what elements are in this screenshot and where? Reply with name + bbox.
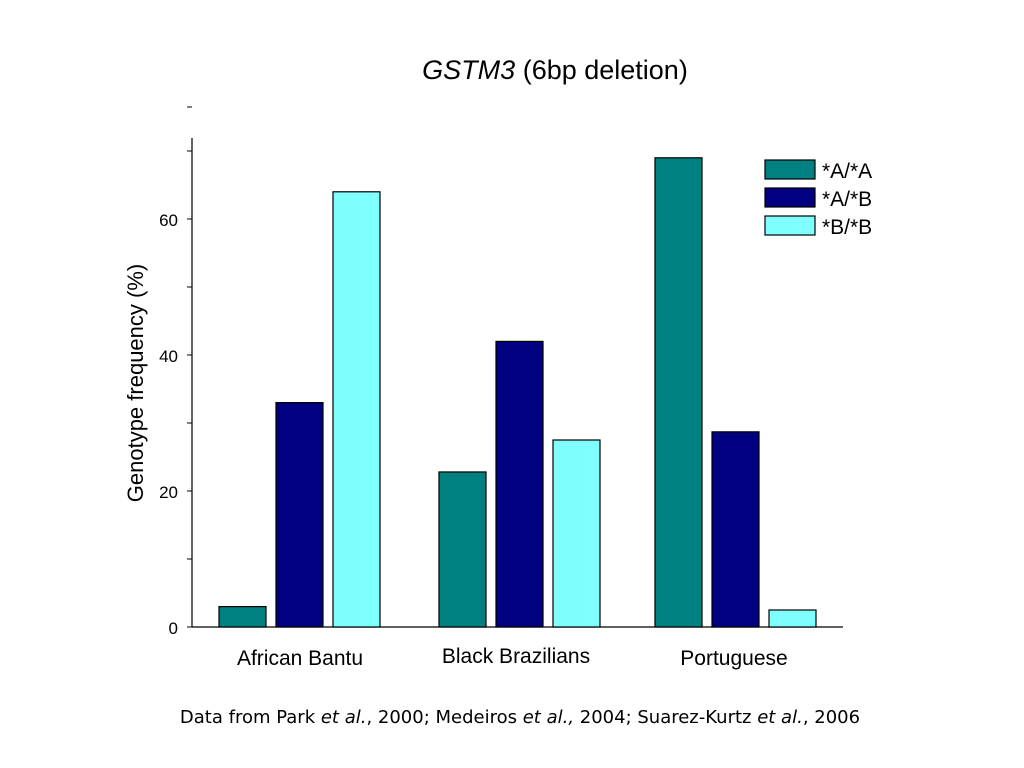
bar-3-2 <box>552 439 601 628</box>
y-tick-label: 60 <box>159 211 178 230</box>
bar-1-1 <box>218 605 267 628</box>
source-text: 2004; Suarez-Kurtz <box>574 707 758 728</box>
title-gene: GSTM3 <box>422 55 516 85</box>
y-tick-label: 20 <box>159 483 178 502</box>
legend-label: *A/*A <box>822 160 872 183</box>
x-category-label: African Bantu <box>237 647 363 670</box>
source-text: , 2000; Medeiros <box>366 707 523 728</box>
bar-chart: 0 20 40 60 Genotype frequency (%) African Ban… <box>123 106 872 670</box>
chart-title: GSTM3 (6bp deletion) <box>0 55 1024 86</box>
legend-label: *B/*B <box>822 216 872 239</box>
bar-3-3 <box>768 609 817 628</box>
bar-1-3 <box>654 157 703 628</box>
legend-swatch <box>764 187 816 208</box>
bar-1-2 <box>438 471 487 628</box>
legend-swatch <box>764 159 816 180</box>
bar-2-1 <box>275 402 324 628</box>
source-etal: et al. <box>757 707 803 728</box>
y-axis-label: Genotype frequency (%) <box>123 264 148 502</box>
y-tick-label: 0 <box>169 619 178 638</box>
source-text: Data from Park <box>179 707 321 728</box>
source-text: , 2006 <box>802 707 861 728</box>
source-etal: et al., <box>522 707 575 728</box>
source-etal: et al. <box>320 707 367 728</box>
legend-label: *A/*B <box>822 188 872 211</box>
x-category-label: Black Brazilians <box>442 645 590 668</box>
x-category-label: Portuguese <box>680 647 787 670</box>
data-source-note: Data from Park et al., 2000; Medeiros et… <box>0 707 1024 728</box>
y-tick-label: 40 <box>159 347 178 366</box>
bar-3-1 <box>332 191 381 628</box>
bar-2-3 <box>711 431 760 628</box>
title-rest: (6bp deletion) <box>522 55 688 85</box>
bar-2-2 <box>495 340 544 628</box>
legend-swatch <box>764 215 816 236</box>
